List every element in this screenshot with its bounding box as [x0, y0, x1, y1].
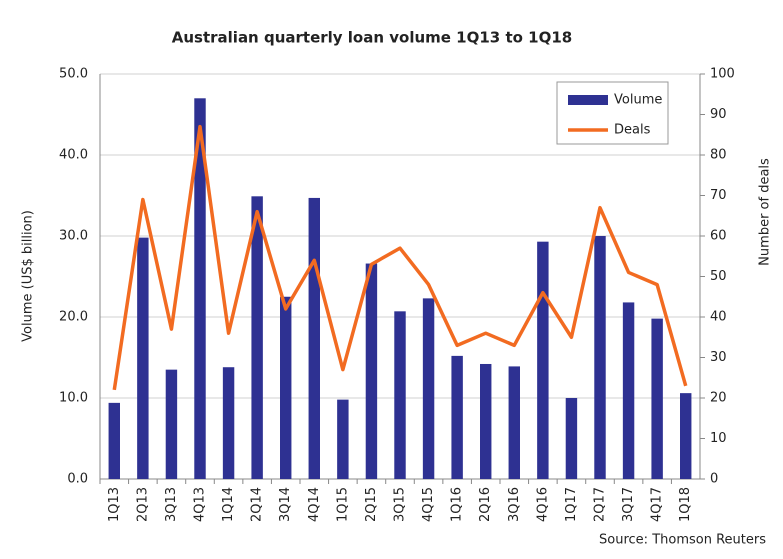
bar [480, 363, 492, 479]
legend-label: Volume [614, 93, 662, 108]
bar [680, 393, 692, 479]
x-tick-label: 1Q16 [450, 487, 465, 522]
y2-tick-label: 0 [710, 472, 718, 487]
bar [651, 318, 663, 479]
x-tick-label: 1Q15 [335, 487, 350, 522]
legend-swatch [568, 95, 608, 105]
x-tick-label: 1Q17 [564, 487, 579, 522]
y-axis-label: Volume (US$ billion) [21, 210, 36, 342]
bar [308, 197, 320, 479]
bar [565, 398, 578, 479]
bar [251, 196, 263, 479]
x-tick-label: 4Q16 [535, 487, 550, 522]
bar [394, 311, 406, 479]
y2-tick-label: 40 [710, 310, 727, 325]
bar [508, 366, 520, 479]
y2-tick-label: 90 [710, 107, 727, 122]
chart-title: Australian quarterly loan volume 1Q13 to… [172, 29, 572, 47]
bar [222, 367, 235, 479]
x-tick-label: 2Q14 [250, 487, 265, 522]
y2-tick-label: 60 [710, 229, 727, 244]
x-tick-label: 3Q14 [278, 487, 293, 522]
x-tick-label: 1Q14 [221, 487, 236, 522]
y2-tick-label: 80 [710, 148, 727, 163]
x-tick-label: 4Q17 [650, 487, 665, 522]
x-tick-label: 3Q13 [164, 487, 179, 522]
bar [622, 302, 635, 479]
bar [194, 98, 206, 480]
y-tick-label: 10.0 [59, 391, 88, 406]
x-tick-label: 3Q16 [507, 487, 522, 522]
bar [280, 296, 292, 479]
bar [365, 263, 378, 479]
x-tick-label: 2Q15 [364, 487, 379, 522]
y2-tick-label: 50 [710, 269, 727, 284]
x-tick-label: 4Q15 [421, 487, 436, 522]
bar [422, 298, 435, 479]
x-tick-label: 3Q17 [621, 487, 636, 522]
x-tick-label: 1Q13 [107, 487, 122, 522]
x-tick-label: 1Q18 [678, 487, 693, 522]
y2-tick-label: 100 [710, 67, 735, 82]
y2-axis-label: Number of deals [758, 158, 773, 266]
x-tick-label: 3Q15 [393, 487, 408, 522]
line [112, 124, 688, 391]
x-tick-label: 4Q13 [193, 487, 208, 522]
y2-tick-label: 70 [710, 188, 727, 203]
bar [594, 236, 606, 479]
bar [108, 402, 120, 479]
y2-tick-label: 10 [710, 431, 727, 446]
bar [137, 237, 149, 479]
y-tick-label: 30.0 [59, 229, 88, 244]
y-tick-label: 20.0 [59, 310, 88, 325]
y-tick-label: 40.0 [59, 148, 88, 163]
legend-box [556, 81, 669, 145]
y2-tick-label: 30 [710, 350, 727, 365]
y2-tick-label: 20 [710, 391, 727, 406]
legend-label: Deals [614, 123, 651, 138]
source: Source: Thomson Reuters [599, 533, 766, 548]
y-tick-label: 50.0 [59, 67, 88, 82]
bar [537, 241, 549, 479]
bar [165, 369, 178, 479]
x-tick-label: 2Q17 [593, 487, 608, 522]
bar [337, 399, 349, 479]
bar [451, 355, 463, 479]
x-tick-label: 2Q13 [135, 487, 150, 522]
y-tick-label: 0.0 [67, 472, 88, 487]
x-tick-label: 4Q14 [307, 487, 322, 522]
x-tick-label: 2Q16 [478, 487, 493, 522]
